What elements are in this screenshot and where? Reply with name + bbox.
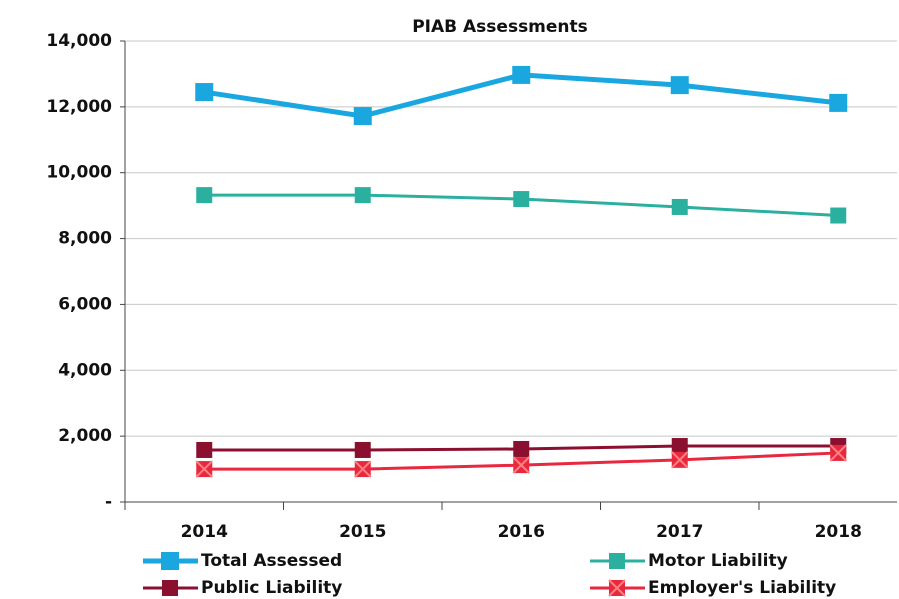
marker [671,451,689,469]
legend-label: Employer's Liability [648,578,836,598]
marker [196,441,213,458]
marker [195,460,213,478]
y-tick-label: 12,000 [46,97,112,117]
x-tick-label: 2017 [656,522,703,542]
y-tick-label: 6,000 [58,294,112,314]
marker [829,93,848,112]
marker [512,65,531,84]
marker [513,191,530,208]
marker [829,444,847,462]
marker [670,76,689,95]
marker [513,440,530,457]
marker [195,83,214,102]
y-tick-label: 4,000 [58,360,112,380]
x-tick-label: 2014 [181,522,228,542]
legend-label: Total Assessed [201,551,342,571]
y-tick-label: 14,000 [46,31,112,51]
y-tick-label: - [105,492,112,512]
legend-label: Public Liability [201,578,342,598]
marker [671,198,688,215]
chart-title: PIAB Assessments [412,17,588,37]
marker [830,207,847,224]
legend-marker [162,580,178,596]
x-tick-label: 2018 [815,522,862,542]
x-tick-label: 2015 [339,522,386,542]
marker [354,460,372,478]
y-tick-label: 2,000 [58,426,112,446]
x-tick-label: 2016 [498,522,545,542]
marker [196,187,213,204]
marker [671,438,688,455]
marker [354,441,371,458]
legend-marker [608,579,626,597]
legend-label: Motor Liability [648,551,788,571]
marker [353,107,372,126]
marker [354,187,371,204]
marker [512,456,530,474]
y-tick-label: 10,000 [46,163,112,183]
legend-marker [161,552,179,570]
legend-marker [609,553,625,569]
y-tick-label: 8,000 [58,229,112,249]
